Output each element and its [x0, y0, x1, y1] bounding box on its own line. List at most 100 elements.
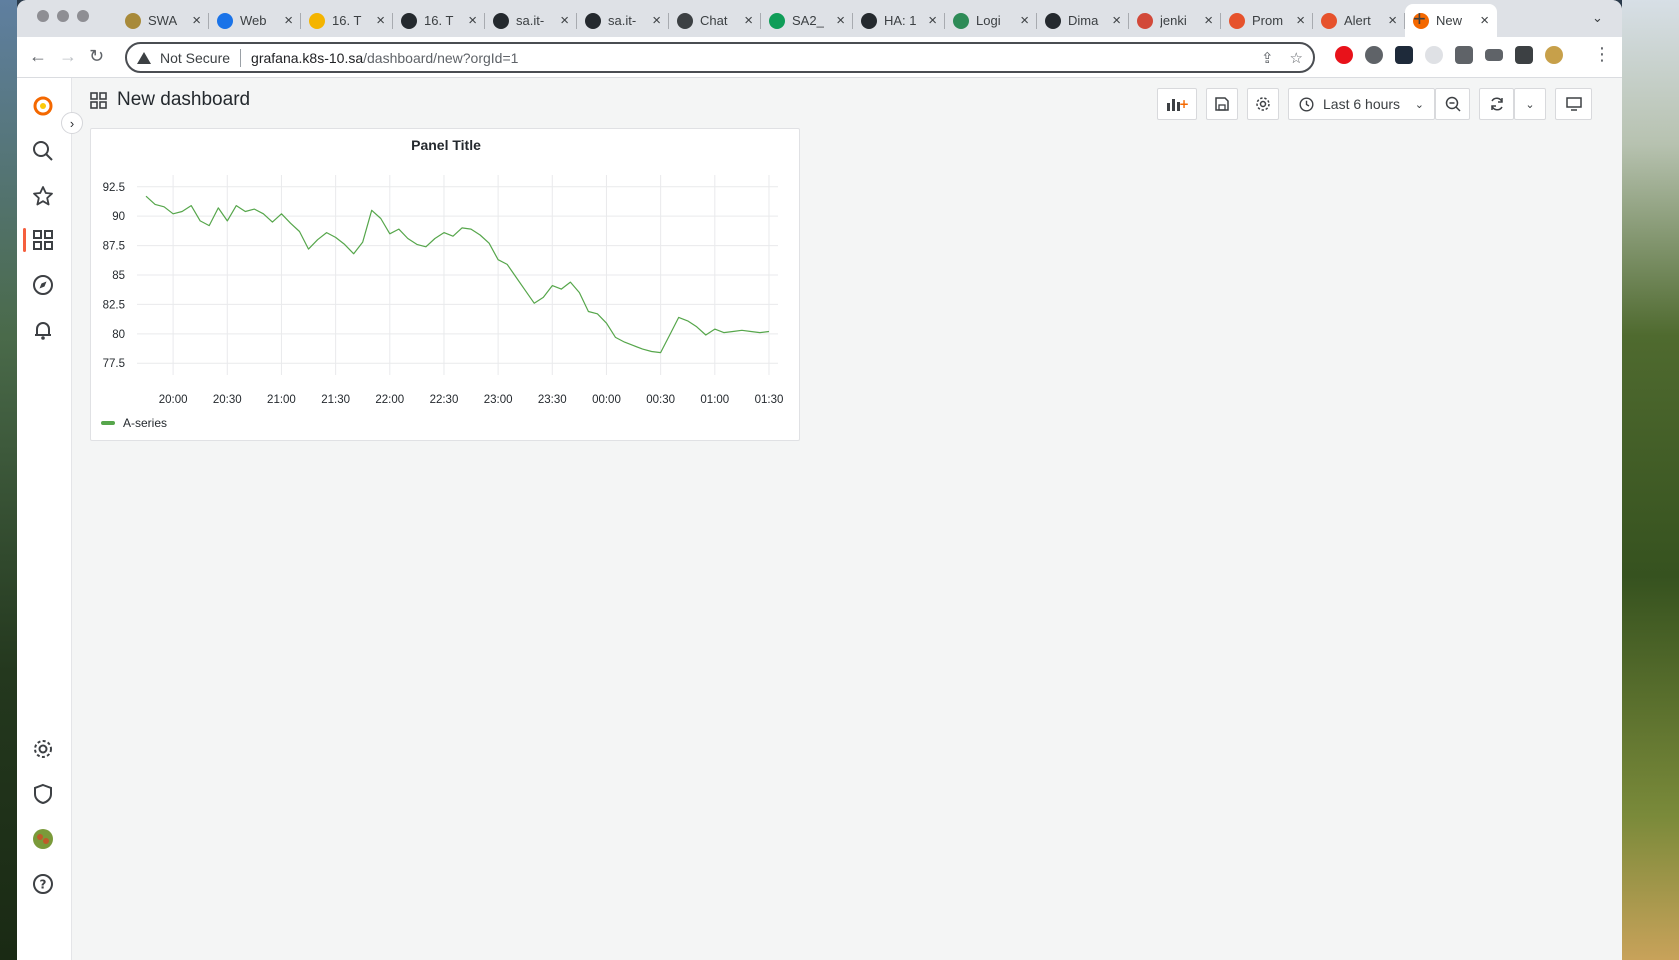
browser-tab[interactable]: Logi × [945, 4, 1037, 37]
tab-favicon-icon [1137, 12, 1153, 29]
refresh-button[interactable] [1479, 88, 1514, 120]
browser-tab[interactable]: Chat × [669, 4, 761, 37]
browser-tab[interactable]: Web × [209, 4, 301, 37]
tab-close-icon[interactable]: × [1204, 12, 1213, 29]
tab-close-icon[interactable]: × [1480, 12, 1489, 29]
settings-extension-icon[interactable] [1365, 46, 1383, 64]
window-controls [37, 10, 89, 22]
save-dashboard-button[interactable] [1206, 88, 1238, 120]
y-tick-label: 80 [112, 329, 125, 341]
alerting-bell-icon[interactable] [31, 318, 55, 342]
more-menu-icon[interactable]: ⋮ [1593, 44, 1611, 64]
browser-tab[interactable]: HA: 1 × [853, 4, 945, 37]
browser-tab[interactable]: 16. T × [393, 4, 485, 37]
tab-favicon-icon [1045, 12, 1061, 29]
security-indicator[interactable]: Not Secure [160, 49, 231, 66]
tab-close-icon[interactable]: × [1020, 12, 1029, 29]
tab-close-icon[interactable]: × [376, 12, 385, 29]
browser-tab[interactable]: Dima × [1037, 4, 1129, 37]
puzzle-extensions-icon[interactable] [1455, 46, 1473, 64]
y-tick-label: 87.5 [103, 241, 125, 253]
tab-close-icon[interactable]: × [836, 12, 845, 29]
dashboard-settings-button[interactable] [1247, 88, 1279, 120]
tab-title: 16. T [332, 13, 362, 28]
browser-toolbar: ← → ↻ Not Secure grafana.k8s-10.sa /dash… [17, 37, 1622, 78]
configuration-gear-icon[interactable] [31, 737, 55, 761]
close-window-button[interactable] [37, 10, 49, 22]
tab-close-icon[interactable]: × [1388, 12, 1397, 29]
series-line-a-series[interactable] [145, 195, 770, 354]
x-tick-label: 20:00 [159, 394, 188, 406]
y-tick-label: 85 [112, 270, 125, 282]
user-avatar[interactable] [31, 827, 55, 851]
minimize-window-button[interactable] [57, 10, 69, 22]
bookmark-star-icon[interactable]: ☆ [1289, 50, 1303, 67]
dashboard-title[interactable]: New dashboard [117, 89, 251, 110]
tab-close-icon[interactable]: × [468, 12, 477, 29]
extension-icon[interactable] [1425, 46, 1443, 64]
browser-tab[interactable]: New × [1405, 4, 1497, 37]
browser-tab[interactable]: sa.it- × [577, 4, 669, 37]
tab-search-chevron-icon[interactable]: ⌄ [1592, 10, 1603, 25]
starred-icon[interactable] [31, 184, 55, 208]
tab-close-icon[interactable]: × [1112, 12, 1121, 29]
browser-tab[interactable]: SA2_ × [761, 4, 853, 37]
panel-title[interactable]: Panel Title [411, 137, 481, 153]
tab-favicon-icon [769, 12, 785, 29]
dashboards-icon[interactable] [31, 228, 55, 252]
time-range-picker[interactable]: Last 6 hours ⌄ [1288, 88, 1435, 120]
new-tab-button[interactable]: + [1413, 6, 1426, 31]
forward-arrow-icon[interactable]: → [59, 46, 77, 66]
warning-icon [137, 51, 151, 64]
tab-close-icon[interactable]: × [928, 12, 937, 29]
side-panel-icon[interactable] [1515, 46, 1533, 64]
tab-close-icon[interactable]: × [744, 12, 753, 29]
tab-title: Logi [976, 13, 1001, 28]
refresh-interval-chevron-icon[interactable]: ⌄ [1514, 88, 1546, 120]
expand-sidebar-chevron-icon[interactable]: › [61, 112, 83, 134]
browser-tab[interactable]: Prom × [1221, 4, 1313, 37]
tab-close-icon[interactable]: × [284, 12, 293, 29]
tab-close-icon[interactable]: × [192, 12, 201, 29]
explore-compass-icon[interactable] [31, 273, 55, 297]
tab-close-icon[interactable]: × [652, 12, 661, 29]
add-panel-button[interactable]: + [1157, 88, 1197, 120]
opera-extension-icon[interactable] [1335, 46, 1353, 64]
maximize-window-button[interactable] [77, 10, 89, 22]
tab-title: Alert [1344, 13, 1371, 28]
tab-favicon-icon [125, 12, 141, 29]
reload-icon[interactable]: ↻ [89, 46, 105, 66]
cycle-view-mode-button[interactable] [1555, 88, 1592, 120]
reading-list-icon[interactable] [1485, 49, 1503, 61]
tab-close-icon[interactable]: × [1296, 12, 1305, 29]
share-icon[interactable]: ⇪ [1260, 50, 1274, 67]
tab-close-icon[interactable]: × [560, 12, 569, 29]
address-bar[interactable]: Not Secure grafana.k8s-10.sa /dashboard/… [125, 42, 1315, 73]
browser-tab[interactable]: jenki × [1129, 4, 1221, 37]
browser-tab[interactable]: SWA × [117, 4, 209, 37]
legend-label-a-series[interactable]: A-series [123, 416, 168, 430]
browser-tab[interactable]: Alert × [1313, 4, 1405, 37]
search-icon[interactable] [31, 139, 55, 163]
zoom-out-button[interactable] [1435, 88, 1470, 120]
url-path: /dashboard/new?orgId=1 [363, 49, 519, 66]
x-tick-label: 00:00 [592, 394, 621, 406]
help-icon[interactable]: ? [31, 872, 55, 896]
grafana-logo-icon[interactable] [31, 94, 55, 118]
tab-favicon-icon [1229, 12, 1245, 29]
address-divider [240, 48, 242, 67]
dashboard-panel[interactable]: Panel Title 77.5 80 82.5 85 87.5 90 92.5 20:00 2… [90, 128, 800, 441]
tab-favicon-icon [309, 12, 325, 29]
tab-favicon-icon [953, 12, 969, 29]
server-admin-shield-icon[interactable] [31, 782, 55, 806]
react-devtools-icon[interactable] [1395, 46, 1413, 64]
active-nav-indicator [23, 228, 26, 252]
profile-avatar[interactable] [1545, 46, 1563, 64]
tab-title: SA2_ [792, 13, 824, 28]
save-icon [1215, 97, 1229, 111]
browser-tab[interactable]: sa.it- × [485, 4, 577, 37]
back-arrow-icon[interactable]: ← [29, 46, 47, 66]
tab-title: sa.it- [608, 13, 637, 28]
browser-tab[interactable]: 16. T × [301, 4, 393, 37]
time-series-chart[interactable]: 77.5 80 82.5 85 87.5 90 92.5 20:00 20:30 21:00 21:… [91, 129, 801, 419]
